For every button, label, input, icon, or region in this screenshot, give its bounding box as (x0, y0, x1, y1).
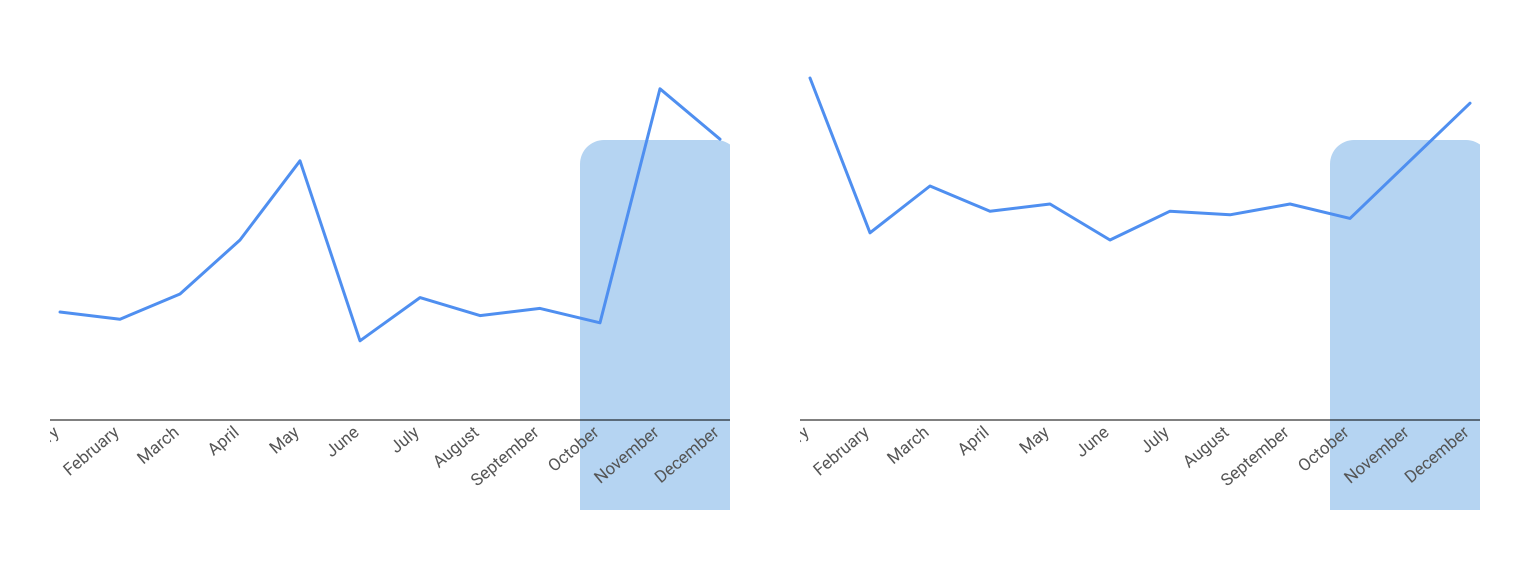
x-tick-label: August (1179, 423, 1233, 473)
highlight-region (1330, 140, 1480, 510)
x-tick-label: March (884, 423, 934, 469)
x-tick-label: July (1137, 423, 1174, 458)
x-tick-label: June (322, 423, 363, 462)
x-tick-label: April (204, 423, 243, 461)
x-tick-label: April (954, 423, 993, 461)
chart-pair-canvas: JanuaryFebruaryMarchAprilMayJuneJulyAugu… (0, 0, 1528, 568)
highlight-region (580, 140, 730, 510)
chart-right: JanuaryFebruaryMarch April May June JulyAugu… (800, 40, 1480, 510)
x-tick-label: January (50, 423, 63, 477)
x-tick-label: August (429, 423, 483, 473)
x-tick-label: March (134, 423, 184, 469)
x-tick-label: June (1072, 423, 1113, 462)
x-tick-label: February (810, 423, 874, 481)
x-tick-label: May (266, 423, 303, 459)
chart-left: JanuaryFebruaryMarch April May June JulyAugu… (50, 40, 730, 510)
x-tick-label: July (387, 423, 424, 458)
x-tick-label: February (60, 423, 124, 481)
x-tick-label: May (1016, 423, 1053, 459)
x-tick-label: January (800, 423, 813, 477)
